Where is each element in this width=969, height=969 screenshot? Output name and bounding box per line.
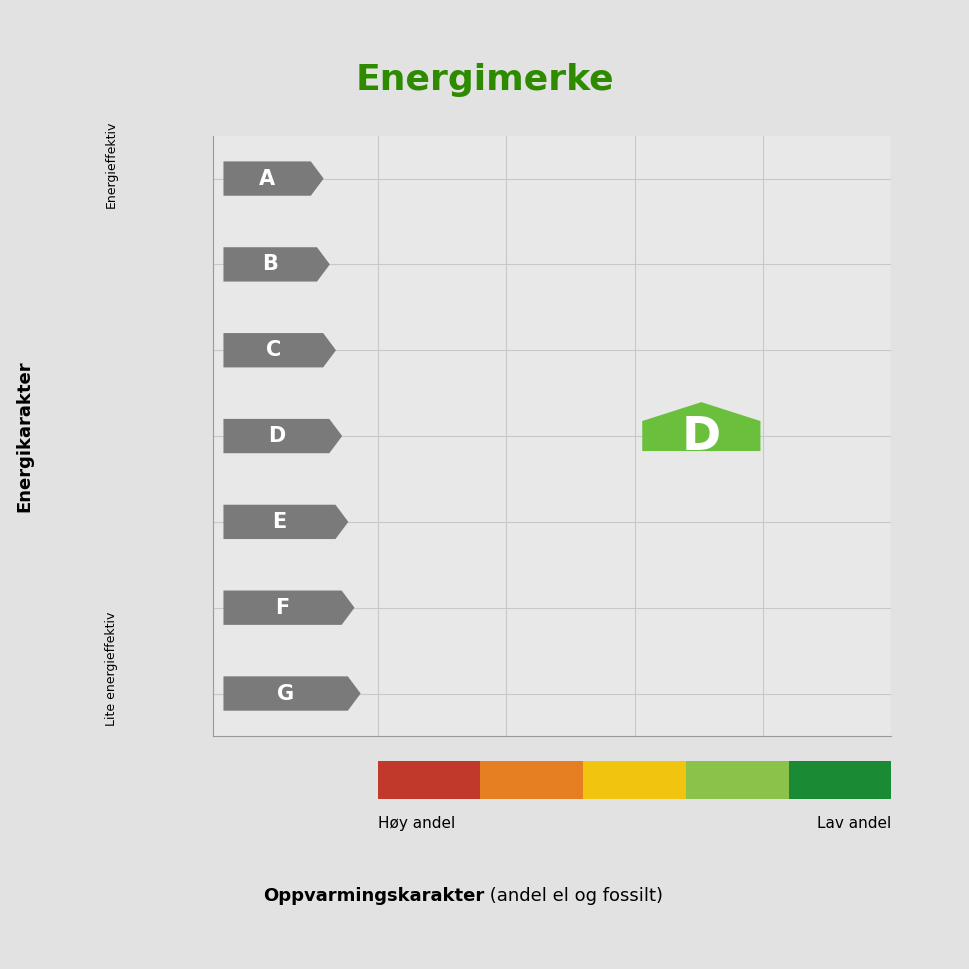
Polygon shape xyxy=(224,676,360,710)
Text: (andel el og fossilt): (andel el og fossilt) xyxy=(484,888,664,905)
Polygon shape xyxy=(224,505,348,539)
Polygon shape xyxy=(642,402,761,452)
Text: Oppvarmingskarakter: Oppvarmingskarakter xyxy=(264,888,484,905)
Text: B: B xyxy=(263,255,278,274)
Polygon shape xyxy=(224,162,324,196)
Text: Energieffektiv: Energieffektiv xyxy=(105,121,118,208)
Text: A: A xyxy=(259,169,275,189)
Text: C: C xyxy=(266,340,281,360)
Text: G: G xyxy=(277,683,295,703)
Text: D: D xyxy=(267,426,285,446)
Text: F: F xyxy=(275,598,290,617)
Polygon shape xyxy=(224,590,355,625)
Text: Høy andel: Høy andel xyxy=(378,816,454,830)
Text: D: D xyxy=(682,416,721,460)
Text: Lav andel: Lav andel xyxy=(817,816,891,830)
Polygon shape xyxy=(224,333,336,367)
Polygon shape xyxy=(224,247,329,282)
Text: E: E xyxy=(272,512,287,532)
Text: Energimerke: Energimerke xyxy=(356,63,613,97)
Text: Energikarakter: Energikarakter xyxy=(16,360,33,512)
Polygon shape xyxy=(224,419,342,453)
Text: Lite energieffektiv: Lite energieffektiv xyxy=(105,611,118,726)
